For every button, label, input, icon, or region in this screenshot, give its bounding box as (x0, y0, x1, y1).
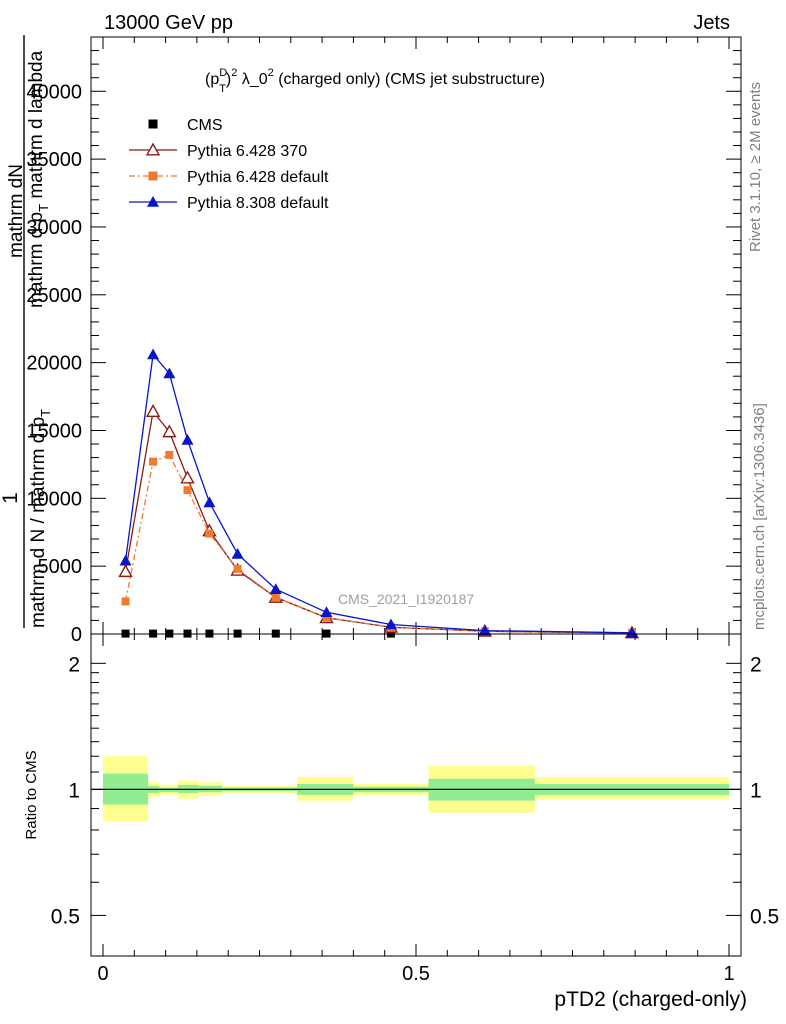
y-tick-label: 30000 (26, 217, 82, 239)
ratio-y-tick-label-right: 1 (750, 779, 762, 802)
legend-marker (148, 171, 158, 181)
ylabel-line3: mathrm d N / mathrm d pT (28, 409, 53, 628)
data-point (231, 547, 244, 559)
legend-marker (148, 119, 158, 129)
y-tick-label: 20000 (26, 353, 82, 375)
legend-label: Pythia 6.428 370 (187, 143, 307, 160)
legend-marker (147, 196, 159, 207)
header-left-label: 13000 GeV pp (104, 12, 233, 34)
ratio-y-tick-label-left: 1 (68, 779, 80, 802)
y-tick-label: 25000 (26, 285, 82, 307)
analysis-watermark: CMS_2021_I1920187 (338, 591, 474, 607)
data-point (121, 597, 130, 606)
data-point (165, 450, 174, 459)
ratio-y-tick-label-right: 0.5 (750, 905, 779, 928)
legend-label: Pythia 6.428 default (187, 169, 329, 186)
data-point (180, 470, 195, 484)
data-point (163, 367, 176, 379)
main-ticks: 0 5000 10000 15000 20000 25000 30000 35000 40000 (26, 36, 741, 646)
y-tick-label: 0 (71, 624, 82, 646)
ylabel-one: 1 (0, 492, 22, 504)
data-point (181, 433, 194, 445)
data-point (147, 348, 160, 360)
ylabel-line1: mathrm dN (6, 164, 27, 258)
ratio-plot-frame (90, 633, 742, 957)
legend-label: CMS (187, 117, 223, 134)
series-line (124, 454, 632, 634)
data-point (183, 486, 192, 495)
ratio-bands (91, 756, 741, 822)
ratio-y-tick-label-left: 0.5 (51, 905, 80, 928)
x-tick-label: 0.5 (402, 963, 430, 985)
rivet-side-label: Rivet 3.1.10, ≥ 2M events (747, 82, 764, 252)
ylabel-line2: mathrm d pT mathrm d lambda (26, 50, 51, 308)
legend-label: Pythia 8.308 default (187, 195, 329, 212)
legend-marker (145, 142, 161, 156)
data-point (118, 564, 133, 578)
data-point (145, 404, 161, 417)
ratio-ticks: 0.5 0.5 1 1 2 2 0 0.5 1 (51, 634, 779, 985)
data-point (269, 583, 282, 595)
data-point (478, 624, 491, 636)
header-right-label: Jets (693, 12, 730, 34)
y-tick-label: 5000 (38, 556, 83, 578)
y-tick-label: 35000 (26, 149, 82, 171)
x-tick-label: 0 (97, 963, 108, 985)
x-axis-label: pTD2 (charged-only) (554, 988, 747, 1011)
y-tick-label: 15000 (26, 420, 82, 442)
y-tick-label: 10000 (26, 488, 82, 510)
mcplots-side-label: mcplots.cern.ch [arXiv:1306.3436] (751, 403, 768, 630)
ratio-y-tick-label-right: 2 (750, 653, 762, 676)
data-point (384, 618, 397, 630)
main-series (118, 348, 640, 639)
data-point (320, 606, 333, 618)
x-tick-label: 1 (723, 963, 734, 985)
main-plot: 0 5000 10000 15000 20000 25000 30000 35000 40000… (0, 35, 742, 646)
y-tick-label: 40000 (26, 81, 82, 103)
data-point (119, 554, 132, 566)
data-point (203, 496, 216, 508)
chart-title: (pD T)2 λ_02 (charged only) (CMS jet subs… (205, 67, 545, 95)
ratio-plot: 0.5 0.5 1 1 2 2 0 0.5 1 Ratio to CMS pTD2 (charg… (23, 633, 779, 1011)
data-point (205, 529, 214, 538)
main-ylabel: 1 mathrm dN mathrm d pT mathrm d lambda … (0, 35, 53, 628)
ratio-ylabel: Ratio to CMS (23, 750, 40, 839)
data-point (162, 424, 177, 438)
data-point (271, 593, 280, 602)
ratio-y-tick-label-left: 2 (68, 653, 80, 676)
data-point (233, 564, 242, 573)
data-point (149, 457, 158, 466)
data-point (322, 613, 331, 622)
legend: CMS Pythia 6.428 370 Pythia 6.428 default P… (129, 117, 329, 212)
